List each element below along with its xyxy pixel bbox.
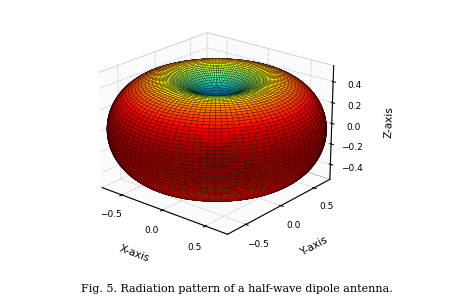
Text: Fig. 5. Radiation pattern of a half-wave dipole antenna.: Fig. 5. Radiation pattern of a half-wave… [81,284,393,294]
Y-axis label: Y-axis: Y-axis [299,235,329,257]
X-axis label: X-axis: X-axis [118,243,151,263]
